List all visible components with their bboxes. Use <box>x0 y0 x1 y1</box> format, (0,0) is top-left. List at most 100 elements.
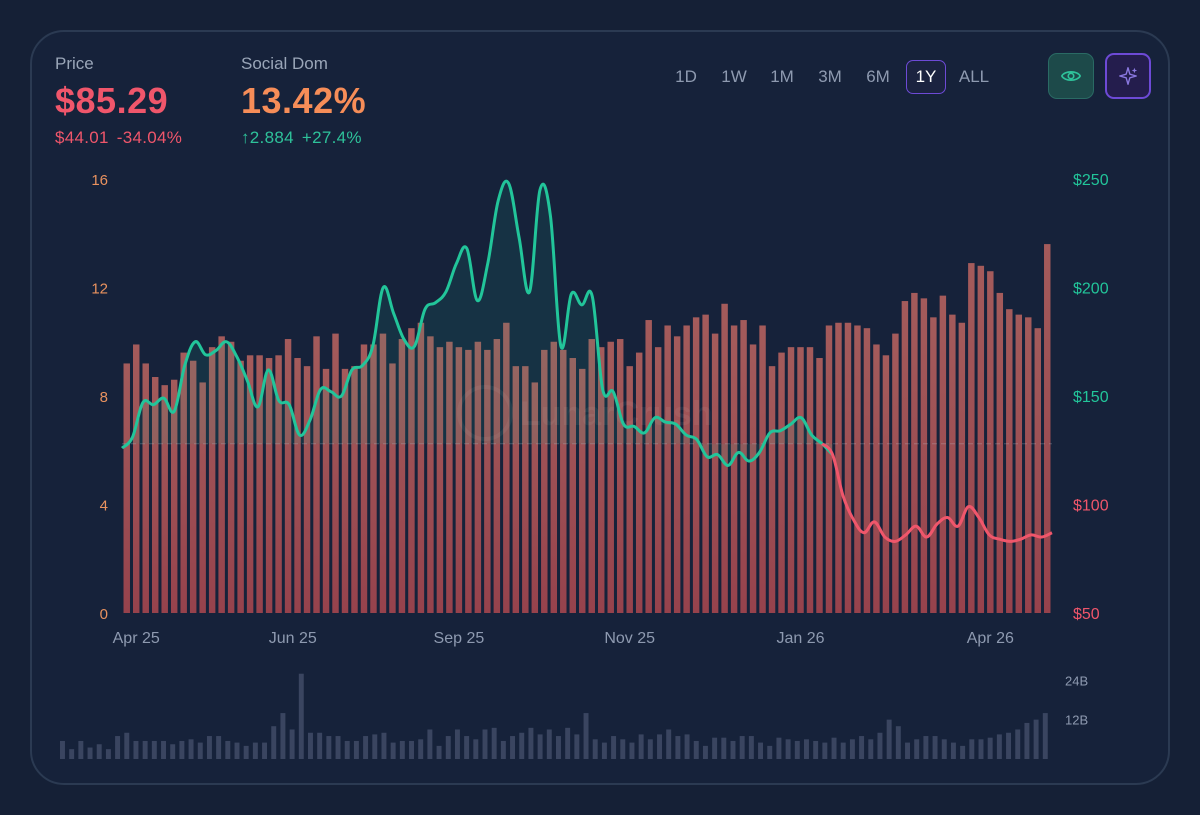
time-range-selector: 1D 1W 1M 3M 6M 1Y ALL <box>666 60 994 94</box>
social-bar <box>503 322 510 613</box>
volume-bar <box>381 732 387 759</box>
right-axis-tick: $150 <box>1073 389 1109 406</box>
social-bar <box>199 382 206 613</box>
social-bar <box>816 358 823 613</box>
right-axis-tick: $50 <box>1073 606 1100 623</box>
volume-axis-tick: 12B <box>1065 713 1088 728</box>
social-bar <box>360 344 368 613</box>
volume-bar <box>60 740 65 759</box>
social-bar <box>493 339 501 613</box>
social-bar <box>920 298 928 613</box>
range-all-button[interactable]: ALL <box>958 67 990 86</box>
volume-bar <box>804 739 809 759</box>
volume-bar <box>197 742 203 759</box>
volume-bar <box>565 727 571 759</box>
volume-bar <box>1042 713 1048 759</box>
volume-bar <box>868 739 874 759</box>
social-bar <box>930 317 937 613</box>
social-bar <box>370 344 377 613</box>
social-bar <box>787 347 795 613</box>
social-bar <box>987 271 994 613</box>
social-bar <box>683 325 690 613</box>
social-bar <box>313 336 320 613</box>
social-bar <box>436 347 444 613</box>
volume-bar <box>730 740 736 759</box>
volume-bar <box>353 740 359 759</box>
volume-bar <box>115 736 121 759</box>
range-3m-button[interactable]: 3M <box>818 67 842 86</box>
social-bar <box>341 368 349 614</box>
social-bar <box>635 352 643 613</box>
social-bar <box>588 339 595 613</box>
social-bar <box>484 349 491 613</box>
range-1d-button[interactable]: 1D <box>675 67 697 86</box>
volume-bar <box>96 744 102 759</box>
volume-bar <box>638 734 644 759</box>
volume-bar <box>969 739 975 759</box>
social-metric: Social Dom 13.42% ↑2.884 +27.4% <box>241 54 370 148</box>
social-bar <box>626 366 633 613</box>
volume-bar <box>776 737 782 759</box>
social-bar <box>1015 314 1023 614</box>
visibility-toggle-button[interactable] <box>1048 53 1094 99</box>
volume-axis-tick: 24B <box>1065 673 1088 688</box>
volume-bar <box>69 749 75 759</box>
social-bar <box>901 301 909 613</box>
social-label: Social Dom <box>241 54 328 73</box>
volume-axis: 12B 24B <box>1065 673 1088 727</box>
volume-bar <box>712 737 718 759</box>
social-bar <box>968 263 975 613</box>
social-bar <box>598 347 605 613</box>
right-axis-tick: $250 <box>1073 172 1109 189</box>
volume-bar <box>105 749 111 759</box>
social-bar <box>170 379 178 613</box>
social-bar <box>1006 309 1013 613</box>
social-bar <box>939 295 947 613</box>
social-bar <box>1025 317 1032 613</box>
range-1m-button[interactable]: 1M <box>770 67 794 86</box>
volume-bar <box>978 739 984 759</box>
volume-bar <box>87 747 93 759</box>
social-bar <box>977 265 985 613</box>
volume-bar <box>785 739 791 759</box>
price-area-fill <box>122 181 833 466</box>
price-change: $44.01 -34.04% <box>55 128 190 148</box>
range-1w-button[interactable]: 1W <box>721 67 747 86</box>
volume-bar <box>546 729 552 759</box>
volume-bar <box>427 729 433 759</box>
volume-bar <box>436 745 442 759</box>
volume-bar <box>308 732 313 759</box>
social-bar <box>455 347 463 613</box>
volume-bar <box>592 739 598 759</box>
volume-bar <box>326 736 332 759</box>
x-axis-tick: Apr 25 <box>113 630 160 647</box>
social-bar <box>465 349 472 613</box>
volume-bar <box>950 742 956 759</box>
social-bar <box>749 344 757 613</box>
volume-bar <box>767 745 773 759</box>
social-bar <box>142 363 149 613</box>
volume-bar <box>684 734 690 759</box>
ai-insights-button[interactable] <box>1105 53 1151 99</box>
range-6m-button[interactable]: 6M <box>866 67 890 86</box>
social-bar <box>806 347 814 613</box>
volume-bar <box>418 739 424 759</box>
social-bar <box>522 366 529 613</box>
volume-bar <box>124 732 130 759</box>
social-bar <box>294 358 301 613</box>
social-bar <box>218 336 225 613</box>
volume-bar <box>739 736 745 759</box>
volume-bar <box>877 732 883 759</box>
social-bar <box>759 325 766 613</box>
volume-bar <box>142 740 148 759</box>
volume-bar <box>895 726 901 759</box>
volume-bar <box>840 742 846 759</box>
range-1y-button[interactable]: 1Y <box>906 60 946 94</box>
volume-bar <box>675 736 681 759</box>
volume-bar <box>225 740 231 759</box>
volume-bar <box>702 745 708 759</box>
social-bar <box>151 377 159 613</box>
social-bar <box>664 325 671 613</box>
volume-bar <box>78 740 84 759</box>
social-bar <box>711 333 719 613</box>
